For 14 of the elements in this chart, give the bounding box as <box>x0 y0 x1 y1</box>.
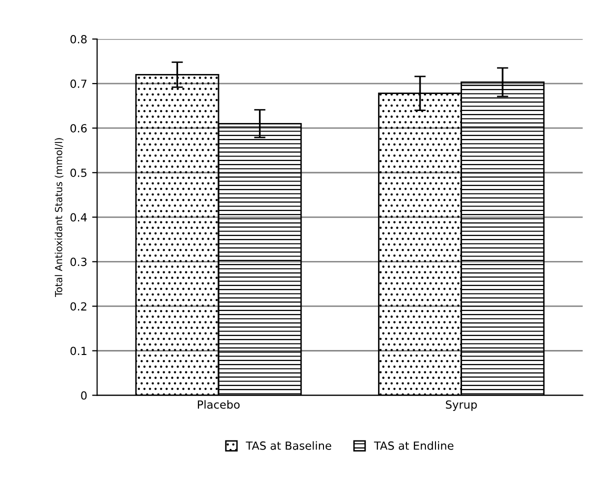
y-tick-label: 0.8 <box>70 35 87 44</box>
x-tick-label: Placebo <box>198 400 240 409</box>
y-tick-label: 0.2 <box>70 302 86 311</box>
y-tick-label: 0.5 <box>70 168 86 178</box>
y-axis-title: Total Antioxidant Status (mmol/l) <box>54 138 64 298</box>
x-tick-label: Syrup <box>446 400 477 411</box>
legend-label: TAS at Endline <box>374 441 454 450</box>
y-tick-label: 0.6 <box>70 124 87 132</box>
y-tick-label: 0.7 <box>70 80 86 88</box>
y-tick-label: 0.1 <box>70 346 86 356</box>
y-tick-label: 0.4 <box>70 213 87 222</box>
legend-label: TAS at Baseline <box>246 441 332 450</box>
y-tick-label: 0 <box>81 391 87 400</box>
y-tick-label: 0.3 <box>70 258 87 266</box>
